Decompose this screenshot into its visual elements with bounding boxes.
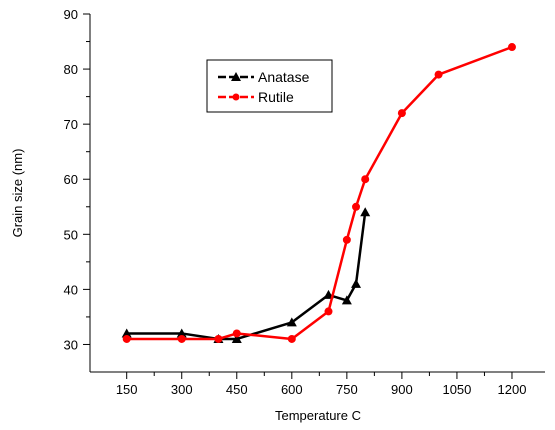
legend-label-anatase: Anatase	[258, 69, 310, 85]
rutile-point	[361, 175, 370, 184]
y-tick-label: 40	[64, 282, 78, 297]
x-tick-label: 900	[391, 382, 413, 397]
anatase-point	[121, 328, 132, 338]
legend-marker-rutile	[232, 93, 240, 101]
anatase-point	[341, 295, 352, 305]
y-tick-label: 60	[64, 172, 78, 187]
series-anatase	[121, 207, 371, 343]
y-tick-label: 50	[64, 227, 78, 242]
axis-ticks: 150 300 450 600 750 900 1050 1200 30 40 50 60 70 80 90	[64, 7, 527, 397]
legend-box	[206, 59, 333, 113]
rutile-point	[232, 329, 241, 338]
x-tick-label: 1200	[498, 382, 527, 397]
legend: Anatase Rutile	[206, 59, 333, 113]
y-tick-label: 30	[64, 337, 78, 352]
y-tick-label: 70	[64, 117, 78, 132]
rutile-point	[507, 43, 516, 52]
rutile-point	[342, 235, 351, 244]
rutile-point	[287, 334, 296, 343]
x-tick-label: 300	[171, 382, 193, 397]
rutile-point	[122, 334, 131, 343]
rutile-point	[397, 109, 406, 118]
x-tick-label: 150	[116, 382, 138, 397]
plot-area: 150 300 450 600 750 900 1050 1200 30 40 50 60 70 80 90	[64, 7, 545, 397]
anatase-point	[286, 317, 297, 327]
legend-label-rutile: Rutile	[258, 89, 294, 105]
x-axis-title: Temperature C	[275, 408, 361, 423]
rutile-point	[324, 307, 333, 316]
anatase-point	[176, 328, 187, 338]
rutile-point	[434, 70, 443, 79]
legend-marker-anatase	[231, 72, 241, 81]
anatase-line	[126, 212, 367, 341]
x-tick-label: 600	[281, 382, 303, 397]
rutile-line	[126, 45, 513, 341]
x-tick-label: 750	[336, 382, 358, 397]
rutile-point	[214, 334, 223, 343]
anatase-point	[231, 333, 242, 343]
series-rutile	[122, 43, 516, 343]
rutile-point	[177, 334, 186, 343]
y-axis-title: Grain size (nm)	[10, 149, 25, 238]
rutile-point	[352, 202, 361, 211]
series-layer	[121, 43, 516, 343]
y-tick-label: 80	[64, 62, 78, 77]
y-tick-label: 90	[64, 7, 78, 22]
anatase-point	[360, 207, 371, 217]
x-tick-label: 1050	[442, 382, 471, 397]
anatase-point	[351, 278, 362, 288]
x-tick-label: 450	[226, 382, 248, 397]
